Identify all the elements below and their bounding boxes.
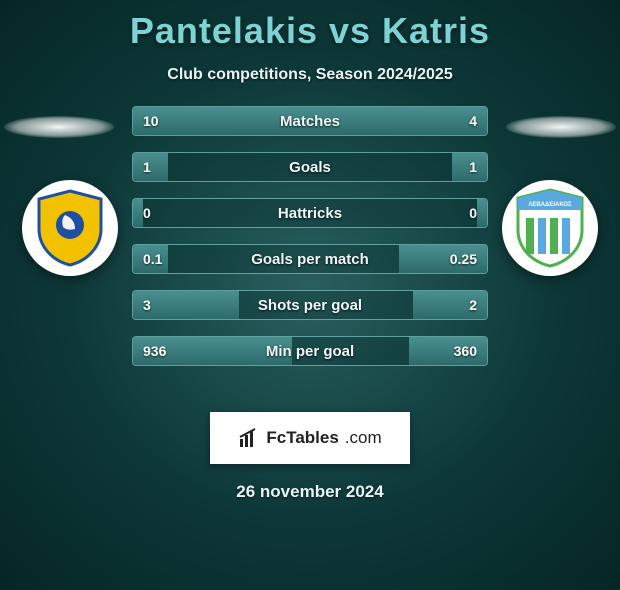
stat-value-left: 0.1 xyxy=(133,245,168,273)
stat-value-left: 936 xyxy=(133,337,292,365)
stat-label: Goals xyxy=(133,153,487,181)
stat-row: 104Matches xyxy=(132,106,488,136)
page-title: Pantelakis vs Katris xyxy=(0,10,620,52)
stat-row: 32Shots per goal xyxy=(132,290,488,320)
stat-value-right: 0 xyxy=(477,199,487,227)
player-shadow-right xyxy=(506,116,616,138)
stat-label: Hattricks xyxy=(133,199,487,227)
stat-value-right: 1 xyxy=(452,153,487,181)
stat-row: 1 1Goals xyxy=(132,152,488,182)
stat-row: 0.10.25Goals per match xyxy=(132,244,488,274)
stat-value-right: 0.25 xyxy=(399,245,488,273)
stat-value-left: 10 xyxy=(133,107,384,135)
shield-icon: ΛΕΒΑΔΕΙΑΚΟΣ xyxy=(514,188,586,268)
brand-name: FcTables xyxy=(266,428,338,448)
comparison-stage: ΛΕΒΑΔΕΙΑΚΟΣ 104Matches 1 1Goals 0 0Hattricks… xyxy=(0,106,620,406)
bars-icon xyxy=(238,427,260,449)
stat-value-left: 0 xyxy=(133,199,143,227)
brand-suffix: .com xyxy=(345,428,382,448)
brand-badge[interactable]: FcTables .com xyxy=(210,412,410,464)
shield-text: ΛΕΒΑΔΕΙΑΚΟΣ xyxy=(528,202,572,208)
stat-row: 0 0Hattricks xyxy=(132,198,488,228)
team-crest-left[interactable] xyxy=(22,180,118,276)
player-shadow-left xyxy=(4,116,114,138)
stat-value-right: 4 xyxy=(384,107,487,135)
subtitle: Club competitions, Season 2024/2025 xyxy=(0,66,620,84)
stat-row: 936360Min per goal xyxy=(132,336,488,366)
shield-icon xyxy=(35,189,105,267)
stat-value-right: 2 xyxy=(413,291,487,319)
stat-bars: 104Matches 1 1Goals 0 0Hattricks 0.1 0.25 Goals… xyxy=(132,106,488,382)
team-crest-right[interactable]: ΛΕΒΑΔΕΙΑΚΟΣ xyxy=(502,180,598,276)
stat-value-right: 360 xyxy=(409,337,487,365)
date-label: 26 november 2024 xyxy=(0,482,620,502)
stat-value-left: 1 xyxy=(133,153,168,181)
stat-value-left: 3 xyxy=(133,291,239,319)
